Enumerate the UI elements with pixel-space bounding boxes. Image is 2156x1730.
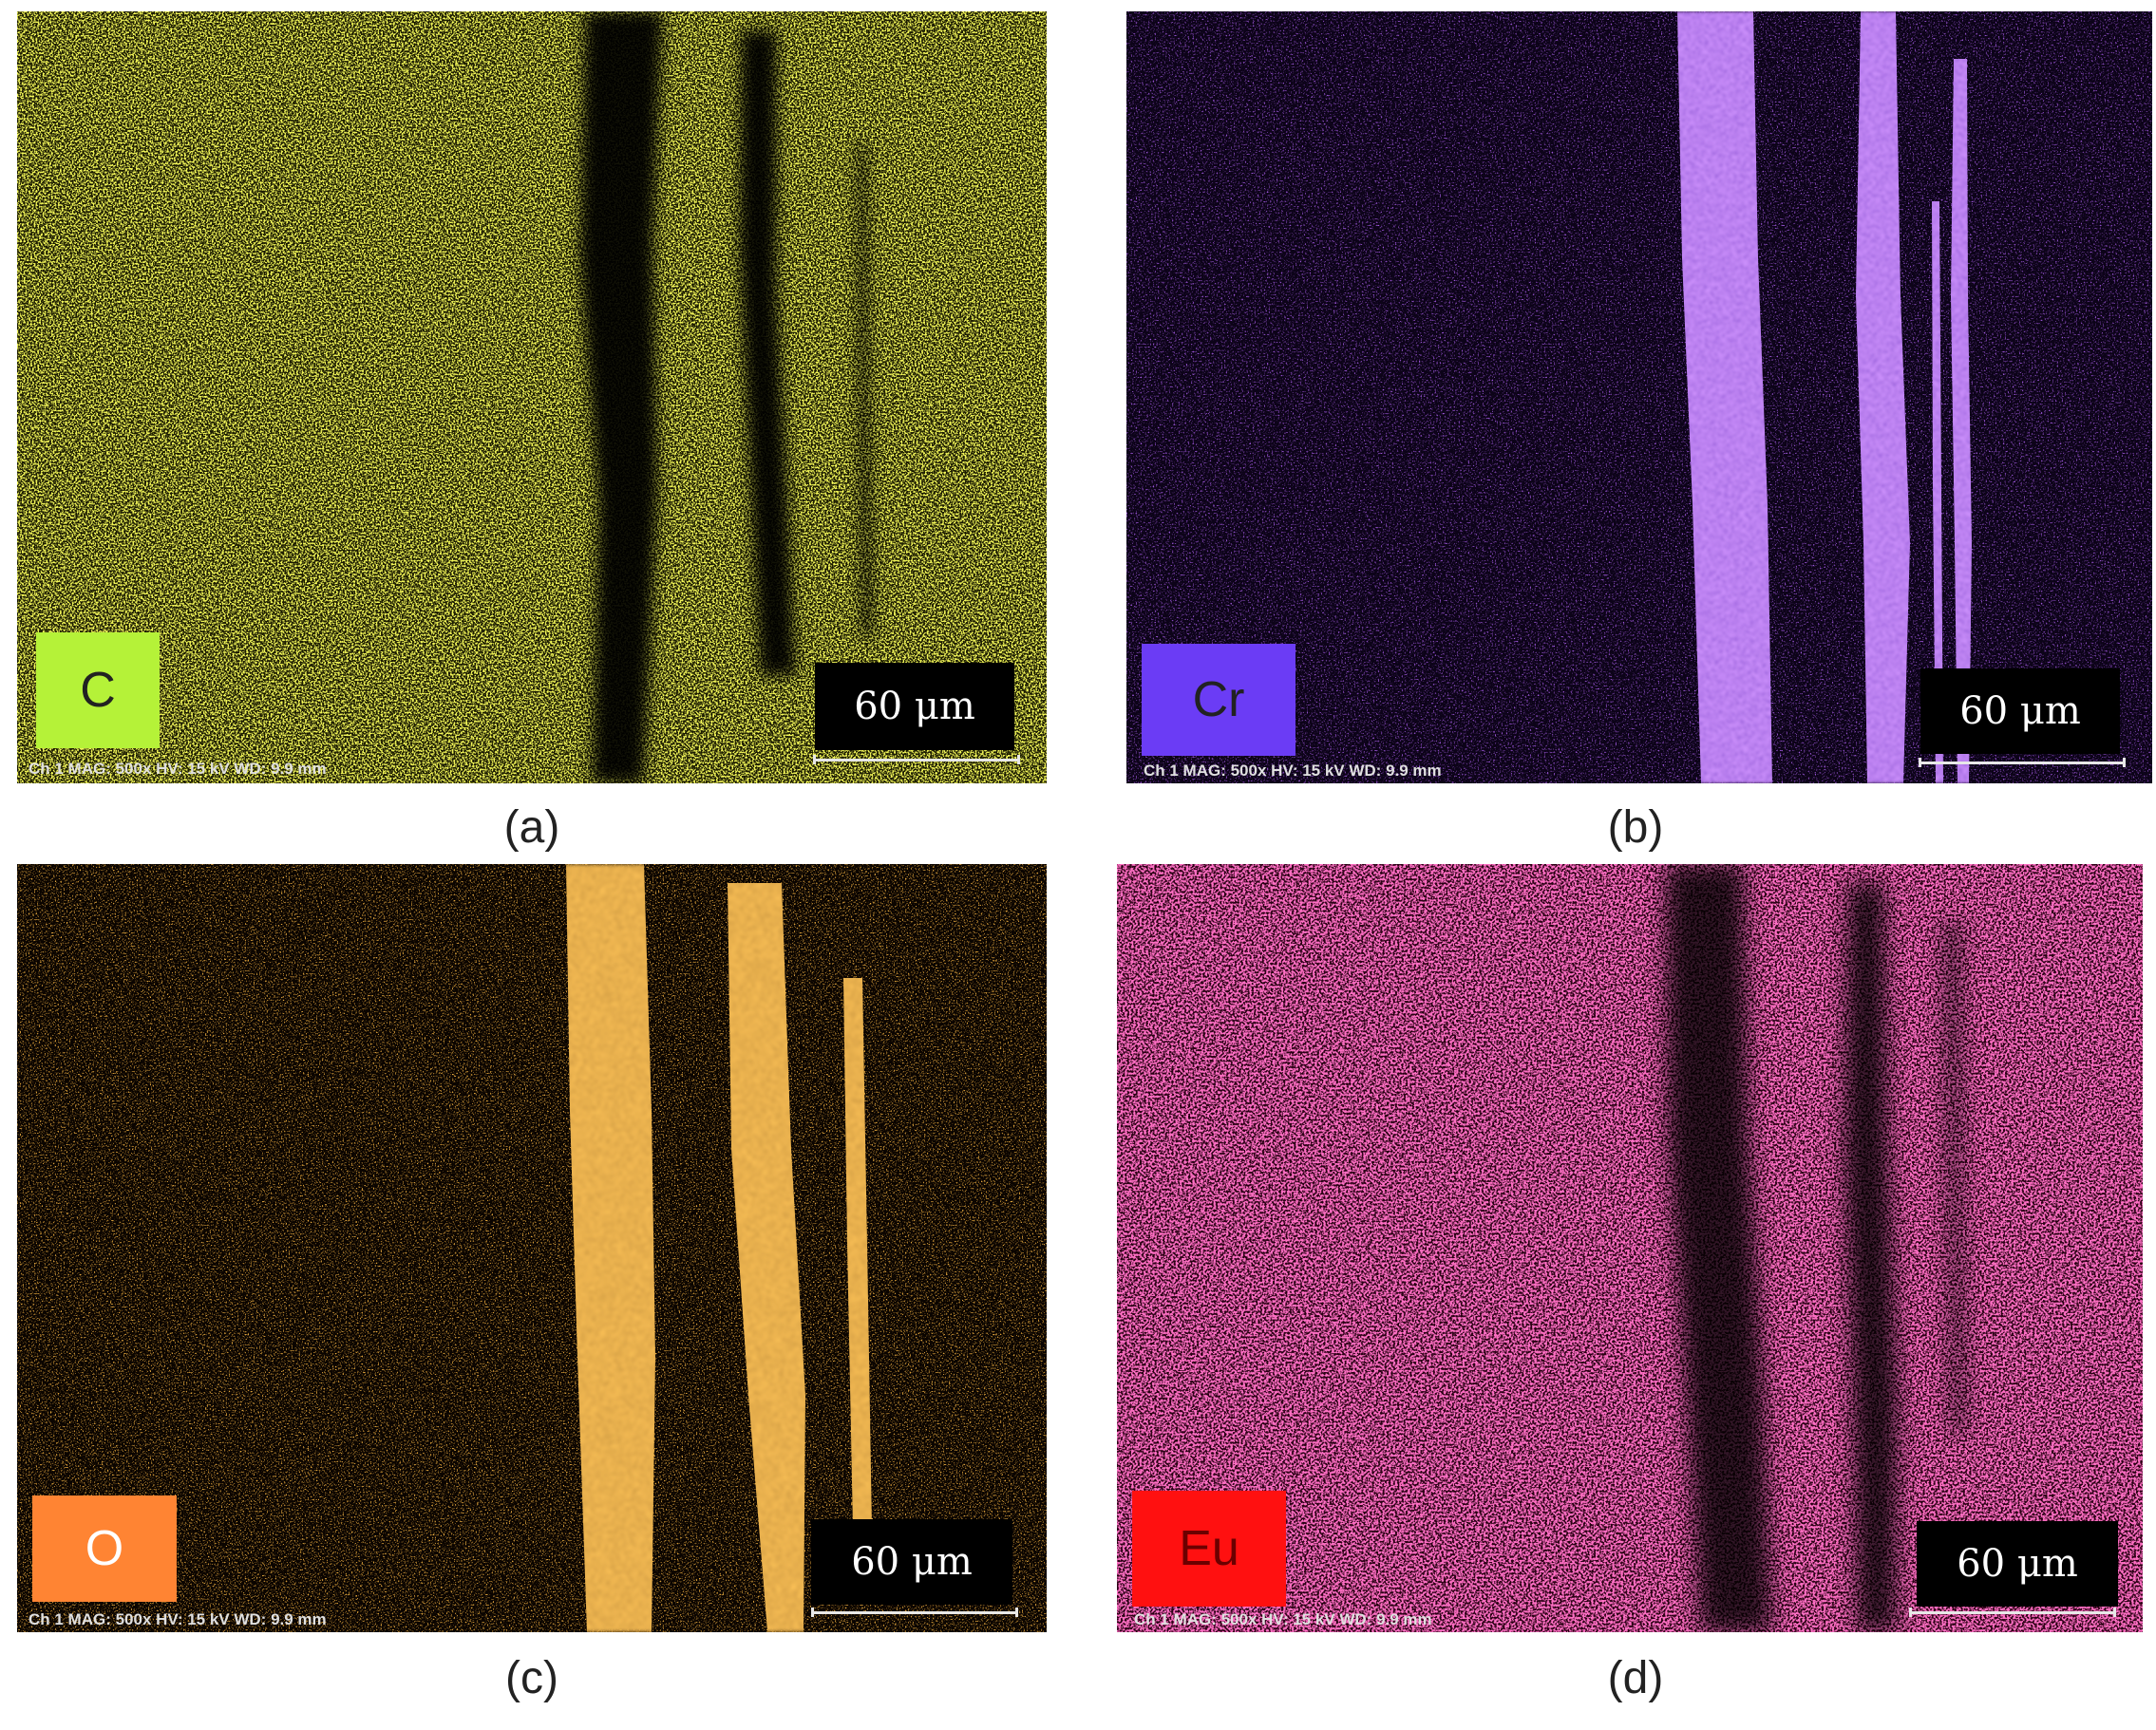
element-symbol: C [80,663,116,718]
scale-label-box: 60 μm [815,663,1014,750]
scale-label-box: 60 μm [1920,668,2120,754]
element-label-eu: Eu [1132,1491,1286,1607]
element-label-cr: Cr [1142,644,1295,756]
element-symbol: Eu [1179,1521,1239,1576]
eds-map-carbon: C 60 μm Ch 1 MAG: 500x HV: 15 kV WD: 9.9… [17,11,1047,783]
scale-label-box: 60 μm [1917,1521,2118,1607]
element-symbol: O [85,1521,124,1576]
panel-caption-d: (d) [1607,1653,1664,1703]
element-label-c: C [36,632,160,748]
scale-bar [811,1608,1018,1617]
acquisition-metadata: Ch 1 MAG: 500x HV: 15 kV WD: 9.9 mm [1144,762,1442,780]
panel-caption-c: (c) [505,1653,558,1703]
panel-caption-a: (a) [503,802,560,853]
scale-bar [1909,1608,2116,1617]
acquisition-metadata: Ch 1 MAG: 500x HV: 15 kV WD: 9.9 mm [28,760,327,778]
eds-map-oxygen: O 60 μm Ch 1 MAG: 500x HV: 15 kV WD: 9.9… [17,864,1047,1632]
acquisition-metadata: Ch 1 MAG: 500x HV: 15 kV WD: 9.9 mm [1134,1610,1432,1628]
acquisition-metadata: Ch 1 MAG: 500x HV: 15 kV WD: 9.9 mm [28,1610,327,1628]
element-symbol: Cr [1192,672,1245,727]
panel-caption-b: (b) [1607,802,1664,853]
oxygen-map-image [17,864,1047,1632]
chromium-map-image [1126,11,2152,783]
eds-map-europium: Eu 60 μm Ch 1 MAG: 500x HV: 15 kV WD: 9.… [1117,864,2143,1632]
carbon-map-image [17,11,1047,783]
scale-bar [1919,758,2126,767]
scale-label: 60 μm [854,685,975,728]
europium-map-image [1117,864,2143,1632]
scale-label: 60 μm [1959,689,2081,733]
eds-map-chromium: Cr 60 μm Ch 1 MAG: 500x HV: 15 kV WD: 9.… [1126,11,2152,783]
scale-label-box: 60 μm [811,1519,1012,1605]
element-label-o: O [32,1495,177,1602]
scale-bar [813,755,1020,764]
scale-label: 60 μm [851,1540,973,1584]
scale-label: 60 μm [1957,1542,2078,1586]
